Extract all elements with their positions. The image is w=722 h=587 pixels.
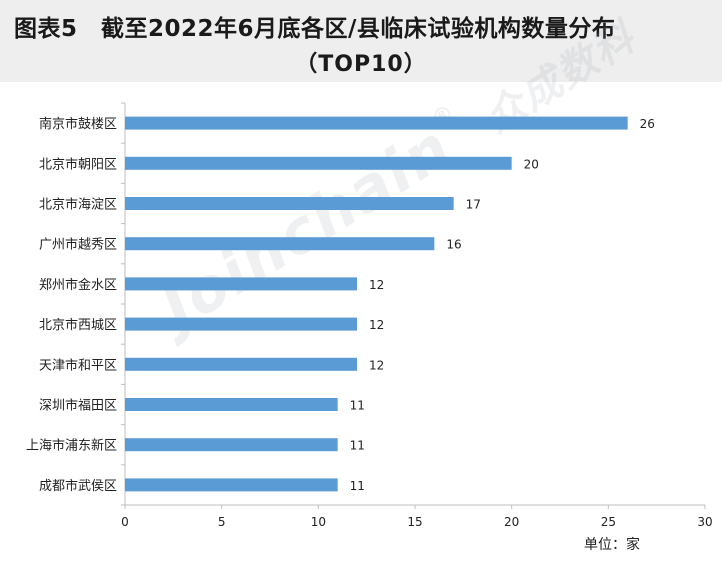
title-band (0, 0, 722, 82)
bar (125, 478, 338, 492)
data-label: 20 (524, 157, 539, 171)
data-label: 26 (640, 117, 655, 131)
bar (125, 317, 357, 331)
x-tick-label: 20 (504, 515, 519, 529)
data-label: 12 (369, 278, 384, 292)
bar (125, 357, 357, 371)
y-tick-label: 南京市鼓楼区 (39, 116, 117, 132)
data-label: 12 (369, 358, 384, 372)
x-tick-label: 30 (697, 515, 712, 529)
data-label: 11 (350, 479, 365, 493)
x-tick-label: 10 (311, 515, 326, 529)
bar (125, 438, 338, 452)
bar (125, 277, 357, 291)
y-tick-label: 深圳市福田区 (39, 398, 117, 414)
x-tick-label: 15 (407, 515, 422, 529)
chart-title: 图表5 截至2022年6月底各区/县临床试验机构数量分布 (14, 16, 616, 42)
x-tick-label: 5 (218, 515, 226, 529)
bar (125, 156, 512, 170)
y-tick-label: 北京市西城区 (39, 317, 117, 333)
bar (125, 116, 628, 130)
data-label: 11 (350, 439, 365, 453)
x-tick-label: 0 (121, 515, 129, 529)
bar (125, 398, 338, 411)
y-tick-label: 成都市武侯区 (39, 478, 117, 494)
y-tick-label: 郑州市金水区 (39, 277, 117, 293)
unit-label: 单位：家 (584, 537, 640, 553)
plot-area: 南京市鼓楼区 26 北京市朝阳区 20 北京市海淀区 17 广州市越秀区 16 郑州市金水区 12… (26, 102, 713, 529)
x-tick-label: 25 (601, 515, 616, 529)
chart-subtitle: （TOP10） (295, 52, 427, 77)
data-label: 17 (466, 198, 481, 212)
y-tick-label: 北京市朝阳区 (39, 156, 117, 172)
y-tick-label: 天津市和平区 (39, 357, 117, 373)
data-label: 11 (350, 399, 365, 413)
y-tick-label: 广州市越秀区 (39, 237, 117, 253)
y-tick-label: 北京市海淀区 (39, 197, 117, 213)
data-label: 12 (369, 318, 384, 332)
data-label: 16 (446, 238, 461, 252)
bar (125, 237, 435, 251)
y-tick-label: 上海市浦东新区 (26, 438, 117, 454)
bar (125, 197, 454, 210)
